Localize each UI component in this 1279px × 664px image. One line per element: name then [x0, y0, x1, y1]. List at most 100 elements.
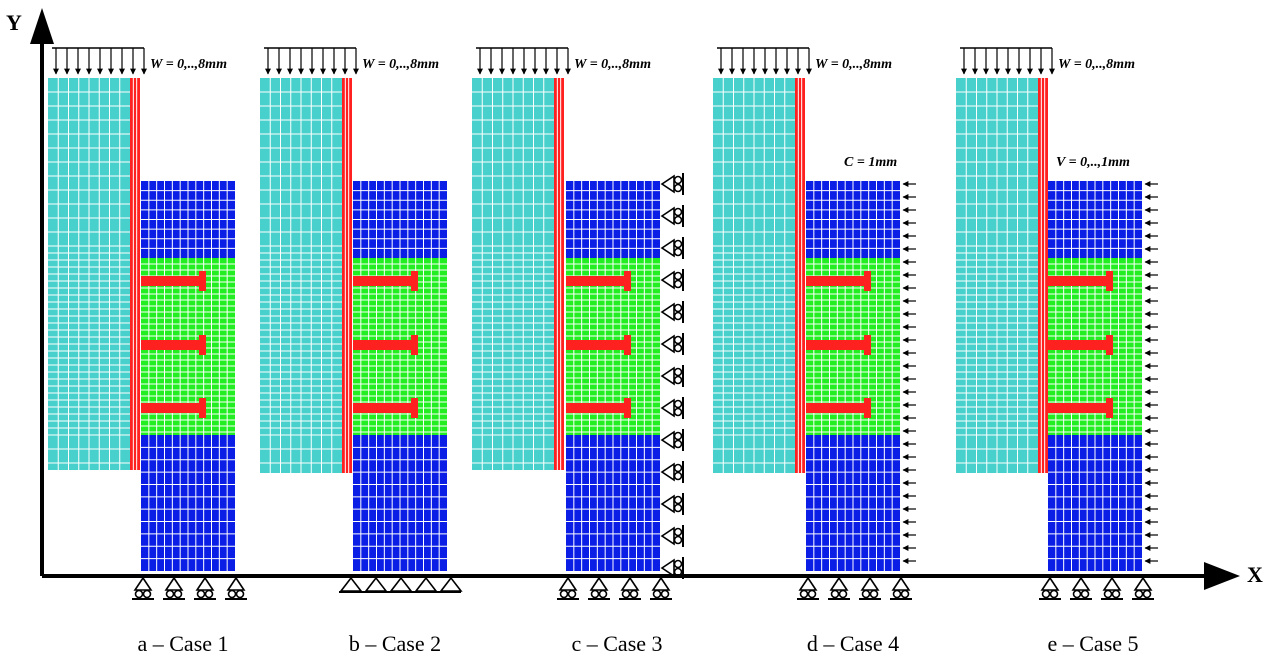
case-5-side-load-label: V = 0,..,1mm: [1056, 155, 1130, 170]
case-5-connector-3: [1048, 398, 1113, 418]
case-4-side-load-label: C = 1mm: [844, 155, 897, 170]
case-4-connector-2: [806, 335, 871, 355]
case-3-side-roller-5: [660, 301, 684, 323]
case-3-side-roller-6: [660, 333, 684, 355]
case-panel-1: W = 0,..,8mm a – Case 1: [48, 47, 247, 656]
case-4-bottom-roller-1: [797, 576, 819, 600]
case-2-plate-grid: [344, 78, 350, 473]
case-5-caption: e – Case 5: [1047, 631, 1138, 656]
case-5-connector-1: [1048, 271, 1113, 291]
y-axis-arrowhead: [30, 8, 54, 44]
case-4-upper-block-grid: [713, 78, 795, 473]
case-3-side-bc: [660, 173, 684, 579]
case-3-side-roller-10: [660, 461, 684, 483]
case-1-mesh: [48, 78, 235, 571]
case-4-bottom-roller-3: [859, 576, 881, 600]
case-1-top-load-arrows: [52, 47, 147, 75]
case-4-connector-3: [806, 398, 871, 418]
case-1-caption: a – Case 1: [137, 631, 228, 656]
case-3-caption: c – Case 3: [571, 631, 662, 656]
case-4-plate: [795, 78, 805, 473]
case-3-plate-grid: [556, 78, 562, 470]
case-1-blue-bottom-block-grid: [141, 435, 235, 571]
case-1-connector-1: [141, 271, 206, 291]
case-1-connector-3: [141, 398, 206, 418]
case-3-side-roller-7: [660, 365, 684, 387]
case-3-connector-2: [566, 335, 631, 355]
case-4-caption: d – Case 4: [807, 631, 899, 656]
case-3-mesh: [472, 78, 660, 571]
case-2-blue-top-block-grid: [353, 181, 447, 258]
case-3-top-load-label: W = 0,..,8mm: [574, 57, 651, 72]
case-5-blue-bottom-block-grid: [1048, 435, 1142, 571]
case-3-top-load-arrows: [476, 47, 571, 75]
case-panel-3: W = 0,..,8mm c – Case 3: [472, 47, 684, 656]
case-4-bottom-roller-2: [828, 576, 850, 600]
case-5-mesh: [956, 78, 1142, 571]
axes: Y X: [6, 8, 1263, 590]
case-1-bottom-roller-4: [225, 576, 247, 600]
case-3-side-roller-3: [660, 237, 684, 259]
case-3-side-roller-13: [660, 557, 684, 579]
case-panel-4: W = 0,..,8mm C = 1mm d – Case 4: [713, 47, 916, 656]
case-panel-2: W = 0,..,8mm b – Case 2: [260, 47, 463, 656]
case-5-top-load-label: W = 0,..,8mm: [1058, 57, 1135, 72]
case-4-connector-1: [806, 271, 871, 291]
case-2-upper-block-grid: [260, 78, 342, 473]
case-2-plate: [342, 78, 352, 473]
case-5-plate-grid: [1040, 78, 1046, 473]
case-3-plate: [554, 78, 564, 470]
case-3-bottom-roller-3: [619, 576, 641, 600]
case-1-bottom-roller-1: [132, 576, 154, 600]
case-5-blue-top-block-grid: [1048, 181, 1142, 258]
case-5-connector-2: [1048, 335, 1113, 355]
case-5-bottom-supports: [1039, 576, 1154, 600]
case-5-bottom-roller-2: [1070, 576, 1092, 600]
case-2-connector-2: [353, 335, 418, 355]
case-2-blue-bottom-block-grid: [353, 435, 447, 571]
case-1-connector-2: [141, 335, 206, 355]
case-1-blue-top-block-grid: [141, 181, 235, 258]
case-4-top-load-arrows: [717, 47, 812, 75]
case-3-upper-block-grid: [472, 78, 554, 470]
case-1-bottom-roller-3: [194, 576, 216, 600]
case-4-bottom-roller-4: [890, 576, 912, 600]
case-3-bottom-roller-2: [588, 576, 610, 600]
case-2-top-load-label: W = 0,..,8mm: [362, 57, 439, 72]
case-1-bottom-supports: [132, 576, 247, 600]
case-5-bottom-roller-3: [1101, 576, 1123, 600]
case-1-bottom-roller-2: [163, 576, 185, 600]
case-4-plate-grid: [797, 78, 803, 473]
case-3-blue-bottom-block-grid: [566, 435, 660, 571]
case-4-top-load-label: W = 0,..,8mm: [815, 57, 892, 72]
case-3-side-roller-1: [660, 173, 684, 195]
case-1-plate-grid: [132, 78, 138, 470]
case-3-side-roller-4: [660, 269, 684, 291]
case-4-blue-top-block-grid: [806, 181, 900, 258]
case-panel-5: W = 0,..,8mm V = 0,..,1mm e – Case 5: [956, 47, 1158, 656]
case-3-bottom-supports: [557, 576, 672, 600]
case-3-blue-top-block-grid: [566, 181, 660, 258]
x-axis-label: X: [1247, 562, 1263, 587]
case-4-side-bc: [902, 181, 916, 564]
case-3-side-roller-8: [660, 397, 684, 419]
case-3-connector-1: [566, 271, 631, 291]
x-axis-arrowhead: [1204, 562, 1240, 590]
case-2-caption: b – Case 2: [349, 631, 441, 656]
case-2-top-load-arrows: [264, 47, 359, 75]
case-1-upper-block-grid: [48, 78, 130, 470]
case-3-side-roller-2: [660, 205, 684, 227]
case-3-bottom-roller-4: [650, 576, 672, 600]
case-4-bottom-supports: [797, 576, 912, 600]
case-2-connector-3: [353, 398, 418, 418]
case-2-bottom-pins: [339, 576, 463, 593]
case-5-upper-block-grid: [956, 78, 1038, 473]
case-5-bottom-roller-4: [1132, 576, 1154, 600]
y-axis-label: Y: [6, 10, 22, 35]
case-3-side-roller-9: [660, 429, 684, 451]
case-1-plate: [130, 78, 140, 470]
case-1-top-load-label: W = 0,..,8mm: [150, 57, 227, 72]
case-5-bottom-roller-1: [1039, 576, 1061, 600]
case-3-side-roller-12: [660, 525, 684, 547]
